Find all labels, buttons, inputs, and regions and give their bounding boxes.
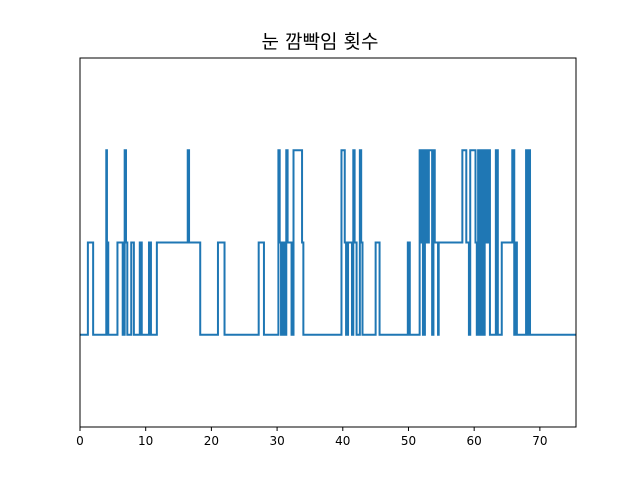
x-tick-label: 50 (401, 434, 416, 448)
plot-area (80, 149, 576, 336)
x-tick-label: 10 (138, 434, 153, 448)
chart-title: 눈 깜빡임 횟수 (262, 31, 379, 53)
x-axis: 0 10 20 30 40 50 60 70 (76, 427, 548, 448)
series-line-0 (80, 149, 576, 336)
x-tick-label: 40 (335, 434, 350, 448)
x-tick-label: 30 (269, 434, 284, 448)
x-tick-label: 20 (204, 434, 219, 448)
x-tick-label: 0 (76, 434, 84, 448)
x-tick-label: 70 (532, 434, 547, 448)
plot-frame (79, 57, 577, 428)
x-tick-label: 60 (467, 434, 482, 448)
